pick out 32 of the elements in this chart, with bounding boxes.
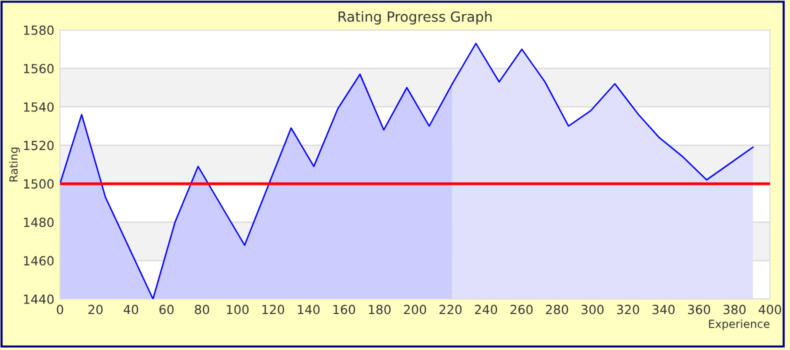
y-axis-title: Rating <box>9 148 20 182</box>
x-tick-label: 0 <box>56 304 64 314</box>
y-tick-label: 1500 <box>24 179 54 189</box>
x-tick-label: 60 <box>159 304 174 314</box>
y-tick-label: 1460 <box>24 256 54 266</box>
x-tick-label: 40 <box>124 304 138 314</box>
y-tick-label: 1540 <box>24 102 54 112</box>
x-tick-label: 300 <box>582 304 604 314</box>
x-tick-label: 100 <box>226 304 249 314</box>
x-tick-label: 180 <box>368 304 391 314</box>
x-tick-label: 140 <box>298 304 320 314</box>
x-tick-label: 160 <box>333 304 356 314</box>
x-tick-label: 320 <box>617 304 640 314</box>
x-tick-label: 220 <box>439 304 462 314</box>
x-axis-title: Experience <box>709 319 770 330</box>
x-tick-label: 340 <box>652 304 675 314</box>
y-tick-label: 1520 <box>24 140 54 150</box>
chart-title: Rating Progress Graph <box>338 11 492 25</box>
x-tick-label: 400 <box>758 304 782 314</box>
x-tick-label: 20 <box>88 304 103 314</box>
y-tick-label: 1480 <box>24 218 54 228</box>
x-tick-label: 80 <box>194 304 210 314</box>
x-tick-label: 380 <box>724 304 746 314</box>
x-tick-label: 120 <box>262 304 284 314</box>
x-tick-label: 200 <box>404 304 426 314</box>
x-tick-label: 360 <box>688 304 710 314</box>
x-tick-label: 240 <box>474 304 498 314</box>
x-tick-label: 280 <box>546 304 568 314</box>
y-tick-label: 1440 <box>24 294 54 304</box>
x-tick-label: 260 <box>510 304 533 314</box>
y-tick-label: 1580 <box>24 25 54 35</box>
y-tick-label: 1560 <box>24 64 54 74</box>
